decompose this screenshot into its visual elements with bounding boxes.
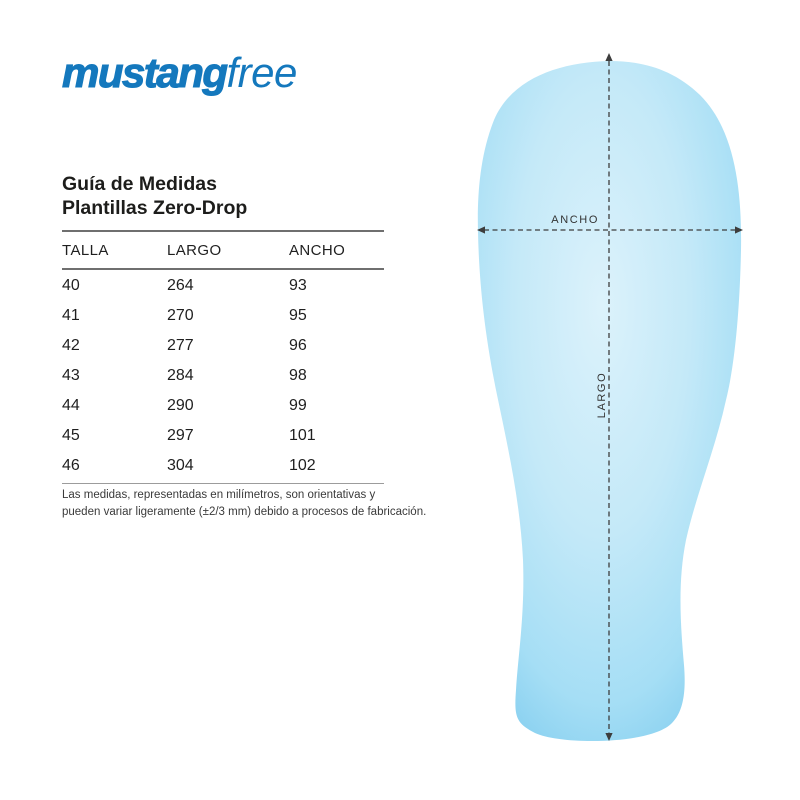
cell-ancho: 99 [289,397,307,414]
cell-largo: 290 [167,397,194,414]
cell-largo: 297 [167,427,194,444]
table-row: 41 270 95 [62,301,384,331]
footnote-line2: pueden variar ligeramente (±2/3 mm) debi… [62,506,427,518]
brand-word-light: free [226,49,298,96]
footnote-line1: Las medidas, representadas en milímetros… [62,489,376,501]
cell-ancho: 93 [289,277,307,294]
cell-largo: 264 [167,277,194,294]
header-cell-talla: TALLA [62,241,109,259]
guide-title-line1: Guía de Medidas [62,173,217,195]
guide-title-line2: Plantillas Zero-Drop [62,197,248,219]
header-cell-largo: LARGO [167,241,222,259]
cell-talla: 41 [62,307,80,324]
cell-largo: 270 [167,307,194,324]
cell-ancho: 96 [289,337,307,354]
table-row: 40 264 93 [62,271,384,301]
cell-ancho: 95 [289,307,307,324]
cell-talla: 40 [62,277,80,294]
arrow-right-icon [735,226,743,234]
guide-title: Guía de Medidas Plantillas Zero-Drop [62,172,247,220]
cell-talla: 46 [62,457,80,474]
header-cell-ancho: ANCHO [289,241,346,259]
cell-ancho: 102 [289,457,316,474]
brand-logo: mustangfree [61,49,298,96]
cell-largo: 284 [167,367,194,384]
cell-talla: 42 [62,337,80,354]
width-dimension-line [477,226,743,234]
table-row: 43 284 98 [62,361,384,391]
cell-largo: 277 [167,337,194,354]
arrow-down-icon [605,733,613,741]
cell-talla: 44 [62,397,80,414]
cell-talla: 43 [62,367,80,384]
arrow-left-icon [477,226,485,234]
table-row: 44 290 99 [62,391,384,421]
length-label: LARGO [596,372,608,419]
brand-word-bold: mustang [61,49,228,96]
size-table: TALLA LARGO ANCHO 40 264 93 41 270 95 42… [62,230,384,484]
table-row: 45 297 101 [62,421,384,451]
length-dimension-line [605,53,613,741]
table-body: 40 264 93 41 270 95 42 277 96 43 284 98 … [62,270,384,484]
cell-ancho: 98 [289,367,307,384]
cell-ancho: 101 [289,427,316,444]
table-header-row: TALLA LARGO ANCHO [62,232,384,270]
arrow-up-icon [605,53,613,61]
cell-largo: 304 [167,457,194,474]
width-label: ANCHO [551,214,599,226]
table-row: 42 277 96 [62,331,384,361]
cell-talla: 45 [62,427,80,444]
table-row: 46 304 102 [62,451,384,481]
insole-svg: ANCHO LARGO [477,53,743,742]
footnote: Las medidas, representadas en milímetros… [62,487,426,521]
insole-diagram: ANCHO LARGO [455,45,775,765]
